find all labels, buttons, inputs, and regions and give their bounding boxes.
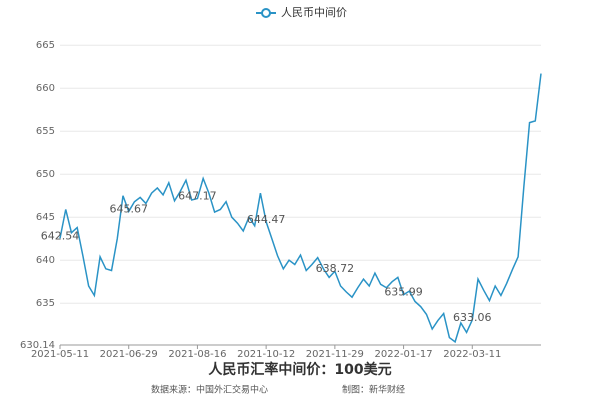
- chart-title: 人民币汇率中间价：100美元: [208, 361, 391, 378]
- data-label: 642.54: [41, 229, 80, 242]
- data-label: 633.06: [453, 311, 492, 324]
- x-tick-label: 2021-05-11: [31, 349, 89, 360]
- y-tick-label: 660: [36, 83, 55, 94]
- data-label: 647.17: [178, 190, 217, 203]
- series-line: [59, 73, 542, 344]
- x-tick-label: 2021-06-29: [100, 349, 158, 360]
- y-tick-label: 645: [36, 212, 55, 223]
- x-tick-label: 2022-03-11: [443, 349, 501, 360]
- y-tick-label: 665: [36, 40, 55, 51]
- y-tick-label: 650: [36, 169, 55, 180]
- x-tick-label: 2021-10-12: [237, 349, 295, 360]
- data-label: 644.47: [247, 213, 286, 226]
- data-label: 638.72: [316, 262, 355, 275]
- x-tick-label: 2021-08-16: [168, 349, 226, 360]
- legend-label: 人民币中间价: [281, 6, 347, 19]
- y-tick-label: 635: [36, 298, 55, 309]
- x-tick-label: 2021-11-29: [306, 349, 364, 360]
- x-tick-label: 2022-01-17: [375, 349, 433, 360]
- data-label: 645.67: [109, 202, 148, 215]
- credit: 制图：新华财经: [342, 384, 405, 396]
- y-tick-label: 630.14: [20, 340, 55, 351]
- y-tick-label: 640: [36, 255, 55, 266]
- y-tick-label: 655: [36, 126, 55, 137]
- data-label: 635.99: [384, 286, 423, 299]
- source: 数据来源：中国外汇交易中心: [151, 384, 268, 396]
- legend-marker: [261, 8, 271, 18]
